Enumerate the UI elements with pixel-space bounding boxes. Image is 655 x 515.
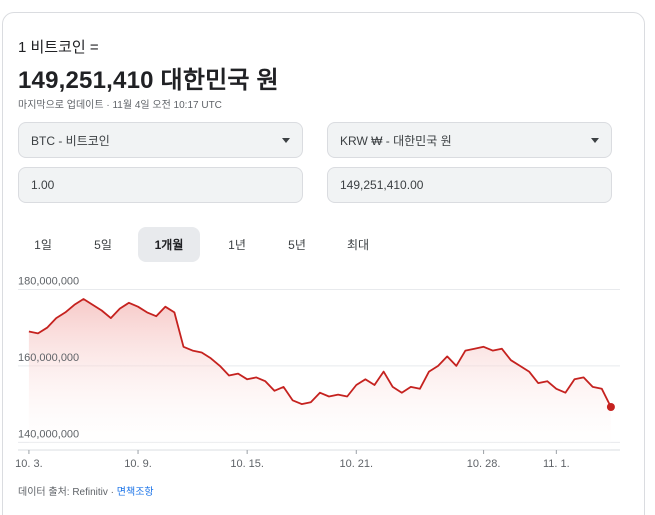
y-axis-labels: 180,000,000 160,000,000 140,000,000 [18, 275, 79, 440]
tab-label: 5년 [288, 238, 306, 252]
y-tick-label: 160,000,000 [18, 352, 79, 364]
converted-value: 149,251,410 대한민국 원 [18, 67, 279, 94]
disclaimer-link[interactable]: 면책조항 [116, 487, 154, 498]
to-amount-value: 149,251,410.00 [340, 178, 424, 192]
chart-area [28, 298, 615, 450]
tab-max[interactable]: 최대 [322, 227, 394, 262]
chart-footer: 데이터 출처: Refinitiv · 면책조항 [18, 483, 154, 498]
to-amount-input[interactable]: 149,251,410.00 [327, 167, 612, 203]
tab-label: 1개월 [154, 238, 184, 252]
from-currency-label: BTC - 비트코인 [31, 133, 110, 148]
tab-label: 1년 [228, 238, 246, 252]
tab-1y[interactable]: 1년 [202, 227, 272, 262]
tab-1m[interactable]: 1개월 [138, 227, 200, 262]
tab-1d[interactable]: 1일 [18, 227, 68, 262]
to-currency-label: KRW ₩ - 대한민국 원 [340, 133, 452, 148]
from-currency-select[interactable]: BTC - 비트코인 [18, 122, 303, 158]
x-tick-label: 10. 21. [339, 458, 373, 470]
price-area-fill [28, 299, 611, 450]
current-price-point[interactable] [606, 402, 615, 411]
from-amount-value: 1.00 [31, 178, 55, 192]
x-tick-label: 10. 3. [15, 458, 43, 470]
from-amount-input[interactable]: 1.00 [18, 167, 303, 203]
data-source-text: 데이터 출처: Refinitiv · [18, 487, 117, 498]
tab-label: 최대 [346, 238, 370, 252]
x-tick-label: 11. 1. [543, 458, 570, 470]
tab-5y[interactable]: 5년 [272, 227, 322, 262]
x-axis-labels: 10. 3. 10. 9. 10. 15. 10. 21. 10. 28. 11. 1. [15, 450, 570, 470]
chevron-down-icon [282, 138, 290, 143]
x-tick-label: 10. 15. [230, 458, 264, 470]
conversion-subtitle: 1 비트코인 = [18, 39, 99, 56]
last-updated-text: 마지막으로 업데이트 · 11월 4일 오전 10:17 UTC [18, 100, 222, 111]
range-tabs: 1일 5일 1개월 1년 5년 최대 [18, 227, 394, 262]
y-tick-label: 180,000,000 [18, 275, 79, 287]
x-tick-label: 10. 28. [467, 458, 501, 470]
tab-label: 1일 [34, 238, 52, 252]
tab-5d[interactable]: 5일 [68, 227, 138, 262]
y-tick-label: 140,000,000 [18, 428, 79, 440]
price-chart[interactable]: 180,000,000 160,000,000 140,000,000 10. 3.… [0, 270, 640, 480]
x-tick-label: 10. 9. [124, 458, 152, 470]
tab-label: 5일 [94, 238, 112, 252]
to-currency-select[interactable]: KRW ₩ - 대한민국 원 [327, 122, 612, 158]
price-series-line [28, 298, 612, 408]
chevron-down-icon [591, 138, 599, 143]
